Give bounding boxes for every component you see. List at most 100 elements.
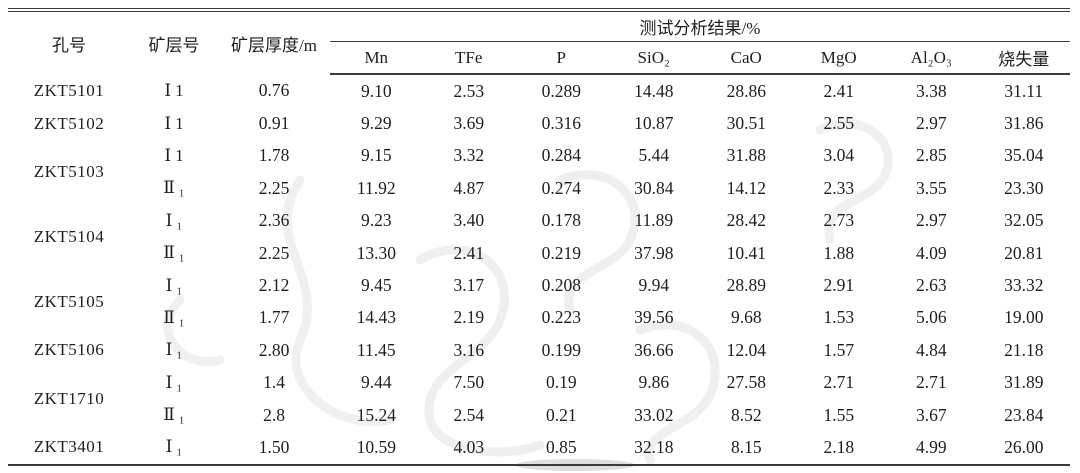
col-header-layer: 矿层号 bbox=[148, 35, 200, 55]
layer-id: Ⅰ₁ bbox=[165, 275, 187, 295]
layer-id: Ⅰ1 bbox=[164, 145, 188, 165]
table-row: Ⅱ₁ 2.8 15.24 2.54 0.21 33.02 8.52 1.55 3… bbox=[8, 399, 1070, 431]
value-p: 0.19 bbox=[545, 372, 577, 393]
table-header: 孔号 矿层号 矿层厚度/m 测试分析结果/% Mn TFe P SiO₂ CaO… bbox=[8, 10, 1070, 75]
value-p: 0.21 bbox=[545, 404, 577, 425]
value-loi: 35.04 bbox=[1004, 145, 1044, 166]
value-loi: 20.81 bbox=[1004, 242, 1044, 263]
layer-id: Ⅰ1 bbox=[164, 113, 188, 133]
hole-id: ZKT3401 bbox=[33, 437, 105, 457]
value-al2o3: 3.67 bbox=[915, 404, 947, 425]
table-row: ZKT3401 Ⅰ₁ 1.50 10.59 4.03 0.85 32.18 8.… bbox=[8, 431, 1070, 464]
value-mgo: 1.57 bbox=[823, 339, 855, 360]
table-row: ZKT5105 Ⅰ₁ 2.12 9.45 3.17 0.208 9.94 28.… bbox=[8, 269, 1070, 311]
col-header-thickness: 矿层厚度/m bbox=[231, 35, 317, 55]
thickness-value: 0.91 bbox=[258, 113, 290, 134]
value-al2o3: 4.84 bbox=[915, 339, 947, 360]
thickness-value: 2.25 bbox=[258, 177, 290, 198]
value-p: 0.85 bbox=[545, 436, 577, 457]
value-cao: 14.12 bbox=[726, 177, 766, 198]
col-header-cao: CaO bbox=[700, 41, 793, 75]
table-row: ZKT5103 Ⅰ1 1.78 9.15 3.32 0.284 5.44 31.… bbox=[8, 140, 1070, 181]
value-mn: 11.92 bbox=[356, 177, 396, 198]
layer-id: Ⅱ₁ bbox=[163, 178, 189, 198]
value-cao: 8.52 bbox=[730, 404, 762, 425]
value-sio2: 9.86 bbox=[638, 372, 670, 393]
hole-id: ZKT5102 bbox=[33, 113, 105, 133]
value-al2o3: 2.71 bbox=[915, 372, 947, 393]
layer-id: Ⅰ₁ bbox=[165, 340, 187, 360]
col-header-loi: 烧失量 bbox=[977, 41, 1070, 75]
col-group-header-analysis: 测试分析结果/% bbox=[330, 10, 1070, 42]
value-tfe: 2.54 bbox=[453, 404, 485, 425]
value-mn: 9.10 bbox=[360, 80, 392, 101]
value-sio2: 30.84 bbox=[634, 177, 674, 198]
table-row: ZKT5102 Ⅰ1 0.91 9.29 3.69 0.316 10.87 30… bbox=[8, 107, 1070, 139]
value-p: 0.208 bbox=[541, 275, 581, 296]
value-p: 0.289 bbox=[541, 80, 581, 101]
hole-id: ZKT5103 bbox=[33, 162, 105, 182]
value-tfe: 4.87 bbox=[453, 177, 485, 198]
value-loi: 23.30 bbox=[1004, 177, 1044, 198]
value-mgo: 1.55 bbox=[823, 404, 855, 425]
value-sio2: 11.89 bbox=[634, 210, 674, 231]
thickness-value: 1.50 bbox=[258, 436, 290, 457]
value-p: 0.178 bbox=[541, 210, 581, 231]
value-sio2: 33.02 bbox=[634, 404, 674, 425]
value-loi: 31.11 bbox=[1004, 80, 1044, 101]
value-tfe: 2.19 bbox=[453, 307, 485, 328]
value-cao: 9.68 bbox=[730, 307, 762, 328]
thickness-value: 2.36 bbox=[258, 210, 290, 231]
value-tfe: 3.32 bbox=[453, 145, 485, 166]
value-cao: 31.88 bbox=[726, 145, 766, 166]
table-row: ZKT5101 Ⅰ1 0.76 9.10 2.53 0.289 14.48 28… bbox=[8, 74, 1070, 107]
value-cao: 30.51 bbox=[726, 113, 766, 134]
value-mn: 14.43 bbox=[356, 307, 396, 328]
value-tfe: 4.03 bbox=[453, 436, 485, 457]
value-loi: 32.05 bbox=[1004, 210, 1044, 231]
layer-id: Ⅰ₁ bbox=[165, 210, 187, 230]
value-p: 0.316 bbox=[541, 113, 581, 134]
value-sio2: 32.18 bbox=[634, 436, 674, 457]
value-p: 0.274 bbox=[541, 177, 581, 198]
thickness-value: 2.80 bbox=[258, 339, 290, 360]
value-al2o3: 2.97 bbox=[915, 210, 947, 231]
assay-table: 孔号 矿层号 矿层厚度/m 测试分析结果/% Mn TFe P SiO₂ CaO… bbox=[8, 8, 1070, 466]
value-p: 0.219 bbox=[541, 242, 581, 263]
col-header-mn: Mn bbox=[330, 41, 423, 75]
value-tfe: 3.16 bbox=[453, 339, 485, 360]
value-mn: 10.59 bbox=[356, 436, 396, 457]
value-al2o3: 2.85 bbox=[915, 145, 947, 166]
value-mgo: 2.33 bbox=[823, 177, 855, 198]
value-al2o3: 3.38 bbox=[915, 80, 947, 101]
value-mgo: 1.88 bbox=[823, 242, 855, 263]
value-tfe: 3.17 bbox=[453, 275, 485, 296]
value-sio2: 39.56 bbox=[634, 307, 674, 328]
layer-id: Ⅰ₁ bbox=[165, 372, 187, 392]
value-al2o3: 4.09 bbox=[915, 242, 947, 263]
thickness-value: 1.4 bbox=[263, 372, 285, 393]
table-row: ZKT5104 Ⅰ₁ 2.36 9.23 3.40 0.178 11.89 28… bbox=[8, 205, 1070, 246]
value-al2o3: 2.97 bbox=[915, 113, 947, 134]
value-loi: 26.00 bbox=[1004, 436, 1044, 457]
value-mgo: 2.41 bbox=[823, 80, 855, 101]
value-sio2: 9.94 bbox=[638, 275, 670, 296]
col-header-mgo: MgO bbox=[792, 41, 885, 75]
value-cao: 28.42 bbox=[726, 210, 766, 231]
value-cao: 10.41 bbox=[726, 242, 766, 263]
value-sio2: 37.98 bbox=[634, 242, 674, 263]
col-header-al2o3: Al₂O₃ bbox=[885, 41, 978, 75]
value-p: 0.223 bbox=[541, 307, 581, 328]
value-al2o3: 3.55 bbox=[915, 177, 947, 198]
value-al2o3: 5.06 bbox=[915, 307, 947, 328]
value-mn: 13.30 bbox=[356, 242, 396, 263]
hole-id: ZKT5105 bbox=[33, 291, 105, 311]
col-header-hole: 孔号 bbox=[52, 35, 86, 55]
value-tfe: 3.40 bbox=[453, 210, 485, 231]
value-tfe: 7.50 bbox=[453, 372, 485, 393]
value-loi: 33.32 bbox=[1004, 275, 1044, 296]
value-loi: 21.18 bbox=[1004, 339, 1044, 360]
layer-id: Ⅱ₁ bbox=[163, 405, 189, 425]
value-cao: 28.86 bbox=[726, 80, 766, 101]
value-sio2: 36.66 bbox=[634, 339, 674, 360]
